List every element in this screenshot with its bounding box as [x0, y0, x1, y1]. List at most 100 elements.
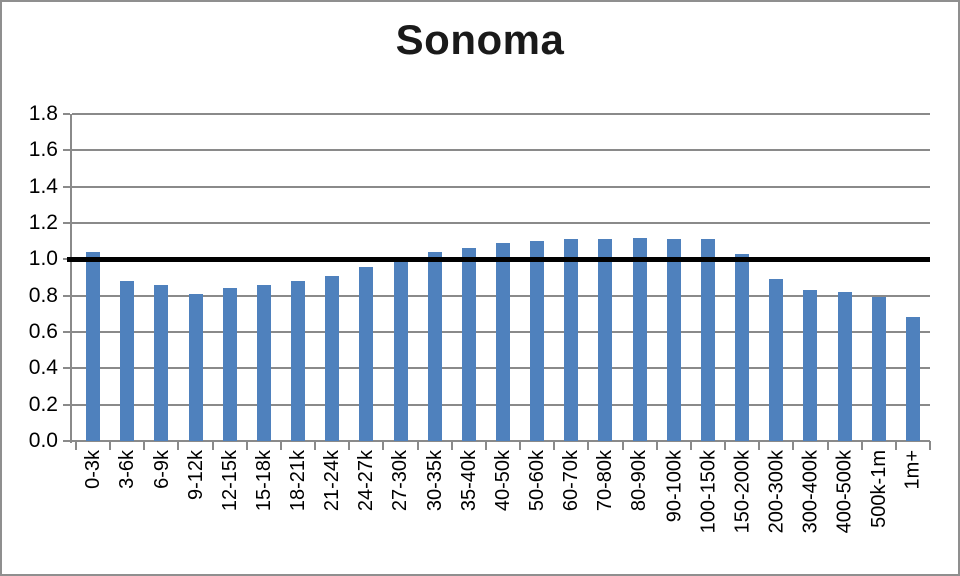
x-axis-label: 3-6k — [116, 450, 139, 489]
x-axis-label: 9-12k — [184, 450, 207, 501]
x-axis-tick — [792, 441, 795, 450]
x-axis-tick — [894, 441, 897, 450]
x-axis-tick — [279, 441, 282, 450]
x-axis-label: 30-35k — [423, 450, 446, 512]
y-axis-tick — [63, 149, 70, 152]
x-axis-label: 0-3k — [82, 450, 105, 489]
bar-3-6k — [120, 281, 135, 441]
y-axis-label: 1.0 — [28, 247, 58, 271]
y-gridline — [72, 185, 930, 188]
y-axis-label: 1.2 — [28, 211, 58, 234]
x-axis-label: 500k-1m — [867, 450, 890, 528]
x-axis-label: 27-30k — [389, 450, 412, 512]
x-axis-tick — [655, 441, 658, 450]
chart-title: Sonoma — [395, 16, 565, 63]
x-axis-tick — [245, 441, 248, 450]
bar-60-70k — [564, 239, 579, 441]
x-axis-tick — [143, 441, 146, 450]
y-gridline — [72, 149, 930, 152]
y-axis-label: 0.8 — [28, 283, 58, 307]
x-axis-label: 21-24k — [321, 450, 344, 512]
y-axis-tick — [63, 258, 70, 261]
x-axis-tick — [484, 441, 487, 450]
x-axis-label: 400-500k — [833, 450, 856, 534]
bar-150-200k — [735, 253, 750, 441]
y-gridline — [72, 113, 930, 115]
x-axis-tick — [860, 441, 863, 450]
bar-18-21k — [291, 281, 306, 441]
x-axis-tick — [211, 441, 214, 450]
x-axis-label: 18-21k — [287, 450, 310, 512]
bar-70-80k — [598, 239, 613, 441]
x-axis-tick — [689, 441, 692, 450]
bar-80-90k — [632, 237, 647, 441]
y-axis-label: 1.8 — [28, 102, 58, 125]
bar-15-18k — [256, 284, 271, 441]
x-axis-label: 150-200k — [731, 450, 754, 534]
x-axis-label: 300-400k — [799, 450, 822, 534]
y-axis-tick — [63, 113, 70, 115]
y-axis-tick — [63, 185, 70, 188]
x-axis-label: 12-15k — [218, 450, 241, 512]
x-axis-label: 40-50k — [492, 450, 514, 512]
x-axis-tick — [758, 441, 761, 450]
bar-40-50k — [496, 242, 510, 441]
bar-300-400k — [803, 290, 818, 441]
x-axis-tick — [109, 441, 112, 450]
y-axis-label: 0.0 — [28, 429, 58, 452]
reference-line-1_0 — [67, 256, 930, 262]
bar-30-35k — [427, 252, 442, 441]
x-axis-tick — [724, 441, 727, 450]
y-axis-tick — [63, 222, 70, 224]
bar-6-9k — [154, 284, 169, 441]
x-axis-tick — [929, 441, 931, 450]
x-axis-tick — [75, 441, 77, 450]
x-axis-tick — [826, 441, 829, 450]
y-gridline — [72, 440, 930, 442]
x-axis-label: 24-27k — [355, 450, 378, 512]
bar-500k-1m — [871, 297, 886, 441]
bar-9-12k — [188, 293, 203, 441]
bar-35-40k — [461, 248, 476, 441]
y-axis-tick — [63, 331, 70, 333]
bar-24-27k — [359, 266, 374, 441]
bar-1m+ — [905, 317, 920, 441]
bar-12-15k — [222, 288, 237, 441]
x-axis-tick — [587, 441, 590, 450]
y-axis-tick — [63, 440, 70, 442]
y-axis-tick — [63, 294, 70, 297]
y-axis-label: 0.2 — [28, 392, 58, 416]
bar-200-300k — [769, 279, 784, 441]
bar-100-150k — [700, 239, 715, 441]
x-axis-label: 1m+ — [901, 450, 924, 490]
x-axis-tick — [382, 441, 385, 450]
bar-0-3k — [86, 252, 101, 441]
x-axis-label: 60-70k — [560, 450, 583, 512]
x-axis-label: 15-18k — [252, 450, 275, 512]
y-axis-label: 1.6 — [28, 138, 58, 162]
x-axis-label: 35-40k — [457, 450, 480, 512]
y-axis-tick — [63, 367, 70, 370]
x-axis-tick — [314, 441, 317, 450]
x-axis-label: 200-300k — [765, 450, 788, 534]
bar-50-60k — [530, 241, 545, 441]
y-axis-line — [70, 114, 72, 443]
y-axis-label: 0.6 — [28, 320, 58, 343]
x-axis-tick — [348, 441, 351, 450]
x-axis-tick — [553, 441, 556, 450]
x-axis-label: 6-9k — [150, 450, 173, 489]
y-axis-tick — [63, 403, 70, 406]
x-axis-tick — [621, 441, 624, 450]
bar-21-24k — [325, 275, 340, 441]
bar-27-30k — [393, 259, 408, 441]
x-axis-tick — [519, 441, 522, 450]
x-axis-label: 100-150k — [696, 450, 719, 534]
x-axis-tick — [416, 441, 419, 450]
bar-400-500k — [837, 292, 852, 441]
bar-90-100k — [666, 239, 681, 441]
x-axis-tick — [177, 441, 180, 450]
x-axis-label: 90-100k — [662, 450, 685, 523]
y-gridline — [72, 222, 930, 224]
x-axis-label: 50-60k — [526, 450, 549, 512]
